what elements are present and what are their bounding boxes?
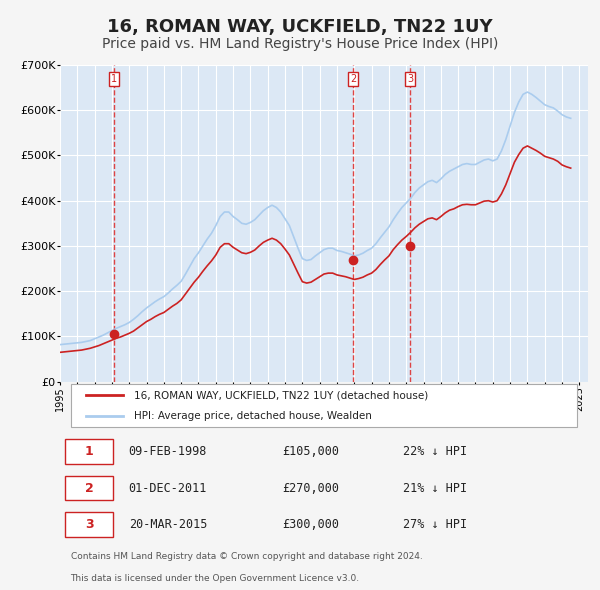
Text: 3: 3 <box>85 518 94 531</box>
FancyBboxPatch shape <box>71 384 577 427</box>
Text: 27% ↓ HPI: 27% ↓ HPI <box>403 518 467 531</box>
Text: £300,000: £300,000 <box>282 518 339 531</box>
Text: £270,000: £270,000 <box>282 481 339 494</box>
Text: 1: 1 <box>85 445 94 458</box>
Text: 21% ↓ HPI: 21% ↓ HPI <box>403 481 467 494</box>
Text: Contains HM Land Registry data © Crown copyright and database right 2024.: Contains HM Land Registry data © Crown c… <box>71 552 422 560</box>
Text: £105,000: £105,000 <box>282 445 339 458</box>
Text: HPI: Average price, detached house, Wealden: HPI: Average price, detached house, Weal… <box>134 411 372 421</box>
Text: This data is licensed under the Open Government Licence v3.0.: This data is licensed under the Open Gov… <box>71 575 359 584</box>
Text: 09-FEB-1998: 09-FEB-1998 <box>128 445 207 458</box>
Text: 3: 3 <box>407 74 413 84</box>
Text: 16, ROMAN WAY, UCKFIELD, TN22 1UY (detached house): 16, ROMAN WAY, UCKFIELD, TN22 1UY (detac… <box>134 390 428 400</box>
Text: Price paid vs. HM Land Registry's House Price Index (HPI): Price paid vs. HM Land Registry's House … <box>102 37 498 51</box>
Text: 01-DEC-2011: 01-DEC-2011 <box>128 481 207 494</box>
FancyBboxPatch shape <box>65 513 113 537</box>
Text: 2: 2 <box>85 481 94 494</box>
Text: 16, ROMAN WAY, UCKFIELD, TN22 1UY: 16, ROMAN WAY, UCKFIELD, TN22 1UY <box>107 18 493 35</box>
Text: 2: 2 <box>350 74 356 84</box>
Text: 20-MAR-2015: 20-MAR-2015 <box>128 518 207 531</box>
FancyBboxPatch shape <box>65 476 113 500</box>
Text: 22% ↓ HPI: 22% ↓ HPI <box>403 445 467 458</box>
FancyBboxPatch shape <box>65 440 113 464</box>
Text: 1: 1 <box>111 74 117 84</box>
